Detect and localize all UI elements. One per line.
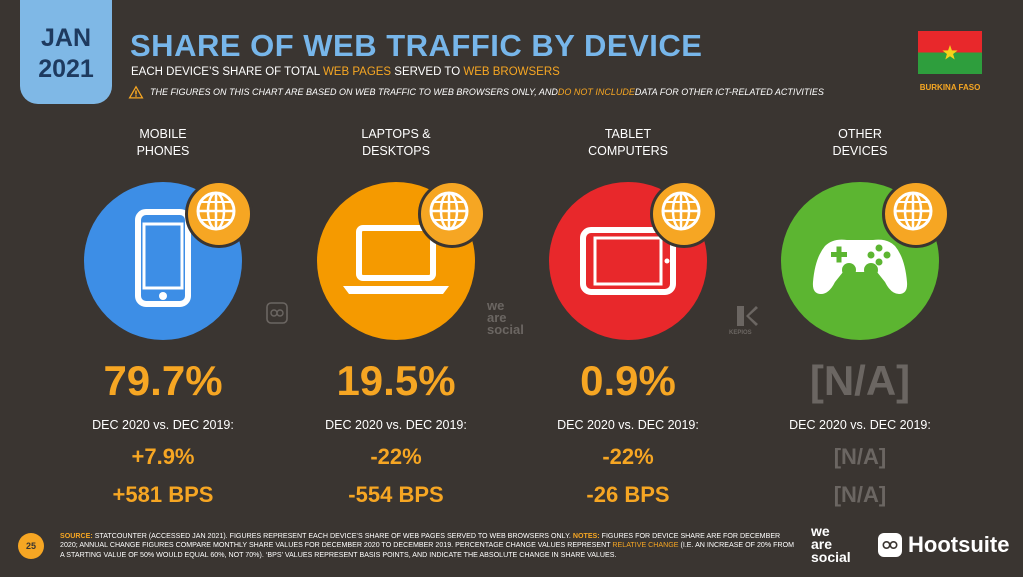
bps-change: +581 BPS <box>112 482 214 507</box>
device-label: TABLET COMPUTERS <box>588 127 668 158</box>
relative-change: +7.9% <box>131 444 195 469</box>
relative-change: -22% <box>602 444 654 469</box>
kepios-watermark: KEPIOS <box>729 330 752 336</box>
bps-change: [N/A] <box>833 482 887 507</box>
comparison-label: DEC 2020 vs. DEC 2019: <box>325 418 467 432</box>
hootsuite-logo: Hootsuite <box>878 532 1009 558</box>
share-value: 19.5% <box>336 357 456 404</box>
page-number: 25 <box>18 533 44 559</box>
warning-icon <box>128 85 144 99</box>
comparison-label: DEC 2020 vs. DEC 2019: <box>789 418 931 432</box>
comparison-label: DEC 2020 vs. DEC 2019: <box>92 418 234 432</box>
wearesocial-watermark: we are social <box>487 298 524 337</box>
relative-change: [N/A] <box>833 444 887 469</box>
globe-icon <box>882 180 950 248</box>
bps-change: -26 BPS <box>586 482 670 507</box>
device-label: MOBILE PHONES <box>136 127 190 158</box>
relative-change: -22% <box>370 444 422 469</box>
burkina-faso-flag <box>918 31 982 74</box>
gamepad-icon <box>781 182 939 340</box>
globe-icon <box>418 180 486 248</box>
page-subtitle: EACH DEVICE’S SHARE OF TOTAL WEB PAGES S… <box>131 66 560 78</box>
page-title: SHARE OF WEB TRAFFIC BY DEVICE <box>130 28 703 63</box>
wearesocial-logo: we are social <box>811 523 851 565</box>
bps-change: -554 BPS <box>348 482 444 507</box>
device-label: OTHER DEVICES <box>832 127 888 158</box>
share-value: 0.9% <box>580 357 676 404</box>
comparison-label: DEC 2020 vs. DEC 2019: <box>557 418 699 432</box>
chart-note: THE FIGURES ON THIS CHART ARE BASED ON W… <box>128 85 824 99</box>
date-tab: JAN 2021 <box>20 0 112 104</box>
share-value: 79.7% <box>103 357 223 404</box>
device-label: LAPTOPS & DESKTOPS <box>361 127 431 158</box>
date-month: JAN <box>40 24 91 52</box>
source-notes: SOURCE: STATCOUNTER (ACCESSED JAN 2021).… <box>60 532 795 559</box>
kepios-logo-icon <box>737 306 758 326</box>
date-year: 2021 <box>38 55 94 83</box>
globe-icon <box>185 180 253 248</box>
globe-icon <box>650 180 718 248</box>
country-label: BURKINA FASO <box>919 83 981 92</box>
hootsuite-watermark-icon <box>266 302 288 324</box>
share-value: [N/A] <box>809 357 911 404</box>
owl-icon <box>878 533 902 557</box>
